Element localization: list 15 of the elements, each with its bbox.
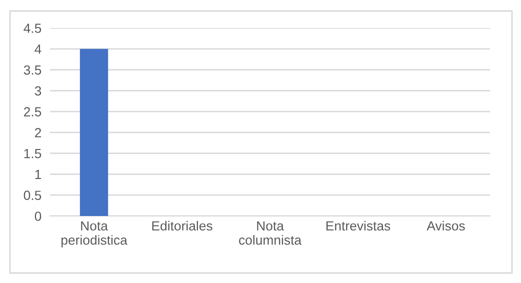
y-tick-label: 3 [34,86,42,96]
y-tick-label: 1.5 [24,149,42,158]
y-tick-label: 0 [34,212,42,221]
x-tick-label: Nota periodistica [61,221,128,248]
x-tick-label: Entrevistas [326,220,390,231]
x-tick-label: Avisos [426,220,465,231]
x-tick-label: Editoriales [152,220,212,231]
y-tick-label: 2.5 [24,107,42,116]
y-tick-label: 0.5 [24,190,42,200]
y-tick-label: 4 [34,44,42,54]
y-tick-label: 2 [34,128,42,138]
y-tick-label: 4.5 [24,24,42,33]
y-tick-label: 1 [35,170,42,180]
y-tick-label: 3.5 [24,65,42,75]
x-tick-label: Nota columnista [239,221,302,245]
